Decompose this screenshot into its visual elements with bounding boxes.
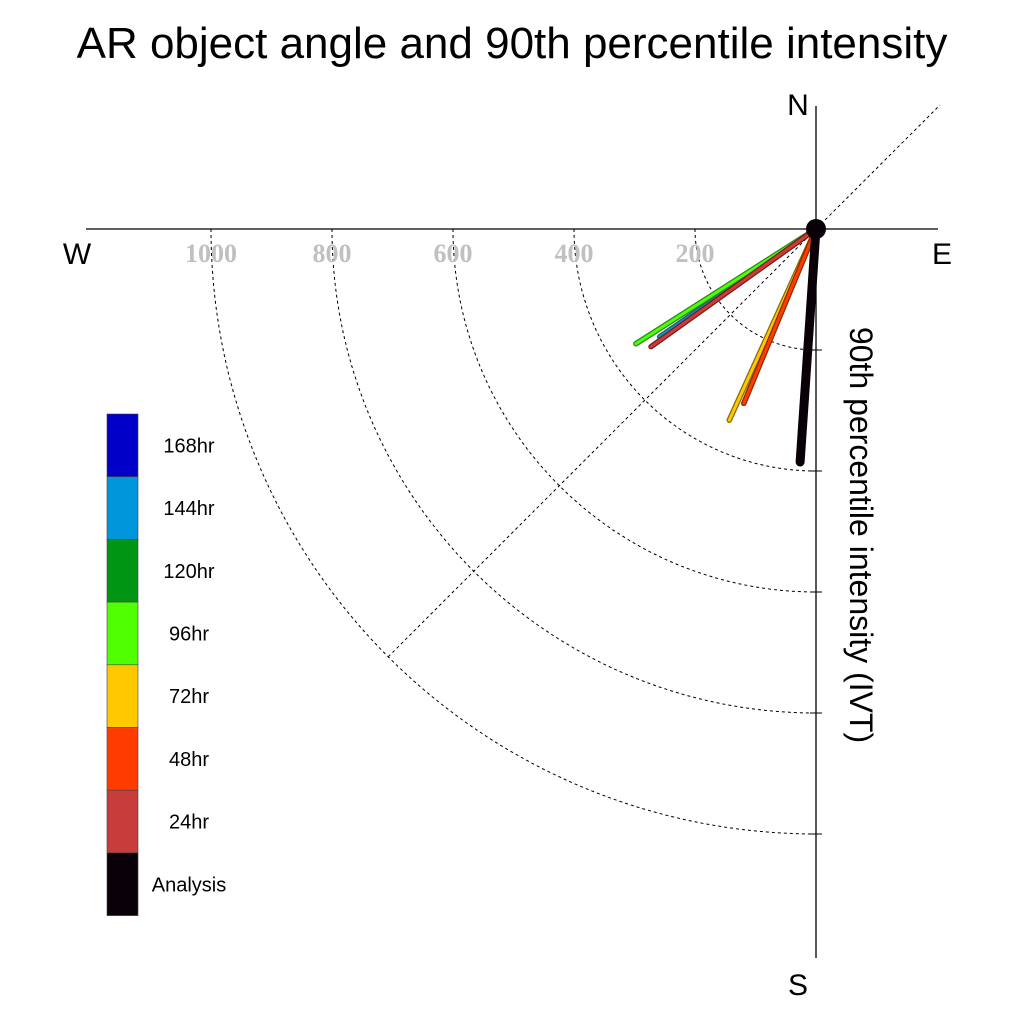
- radial-tick-label-600: 600: [434, 239, 473, 268]
- legend-swatch-120hr: [106, 539, 139, 603]
- vector-line: [742, 227, 818, 405]
- radial-tick-label-800: 800: [313, 239, 352, 268]
- legend-swatch-72hr: [106, 664, 139, 728]
- vector-24hr: [648, 226, 819, 350]
- radial-tick-label-400: 400: [555, 239, 594, 268]
- legend-swatch-analysis: [106, 852, 139, 916]
- grid-arc-200: [694, 228, 817, 351]
- legend: 168hr 144hr 120hr 96hr 72hr 48hr 24hr Analysis: [106, 413, 226, 916]
- vector-line: [795, 224, 821, 467]
- chart-title: AR object angle and 90th percentile inte…: [77, 19, 948, 68]
- grid-arc-400: [573, 228, 817, 472]
- compass-west-label: W: [63, 238, 92, 271]
- legend-label-analysis: Analysis: [152, 874, 226, 896]
- compass-south-label: S: [788, 969, 808, 1002]
- legend-label-48hr: 48hr: [169, 749, 209, 771]
- legend-label-24hr: 24hr: [169, 812, 209, 834]
- compass-east-label: E: [932, 238, 952, 271]
- legend-swatch-48hr: [106, 727, 139, 791]
- vector-48hr: [741, 226, 819, 407]
- legend-label-96hr: 96hr: [169, 623, 209, 645]
- radial-tick-labels: 200 400 600 800 1000: [185, 239, 715, 268]
- grid: [210, 104, 941, 835]
- origin-marker: [806, 219, 826, 239]
- legend-label-168hr: 168hr: [163, 435, 214, 457]
- legend-swatch-144hr: [106, 476, 139, 540]
- legend-swatch-24hr: [106, 789, 139, 854]
- radial-tick-label-200: 200: [676, 239, 715, 268]
- intensity-vectors: [633, 224, 821, 467]
- legend-swatch-168hr: [106, 413, 139, 478]
- compass-north-label: N: [787, 89, 809, 122]
- vector-analysis: [795, 224, 821, 467]
- radial-tick-label-1000: 1000: [185, 239, 237, 268]
- legend-swatch-96hr: [106, 601, 139, 666]
- legend-label-120hr: 120hr: [163, 561, 214, 583]
- legend-label-72hr: 72hr: [169, 686, 209, 708]
- legend-label-144hr: 144hr: [163, 498, 214, 520]
- y-axis-label: 90th percentile intensity (IVT): [843, 327, 879, 743]
- diagonal-reference-line: [387, 104, 941, 658]
- vector-line: [649, 227, 818, 349]
